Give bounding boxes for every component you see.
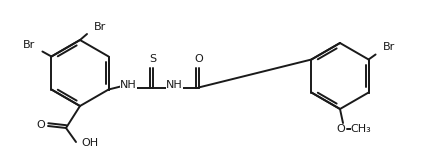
Text: NH: NH	[120, 80, 137, 91]
Text: O: O	[337, 124, 345, 134]
Text: CH₃: CH₃	[351, 124, 372, 134]
Text: OH: OH	[82, 138, 99, 148]
Text: Br: Br	[23, 40, 36, 49]
Text: O: O	[36, 120, 46, 130]
Text: O: O	[194, 54, 203, 64]
Text: S: S	[149, 54, 156, 64]
Text: Br: Br	[382, 43, 395, 52]
Text: NH: NH	[166, 80, 183, 91]
Text: Br: Br	[94, 22, 106, 32]
